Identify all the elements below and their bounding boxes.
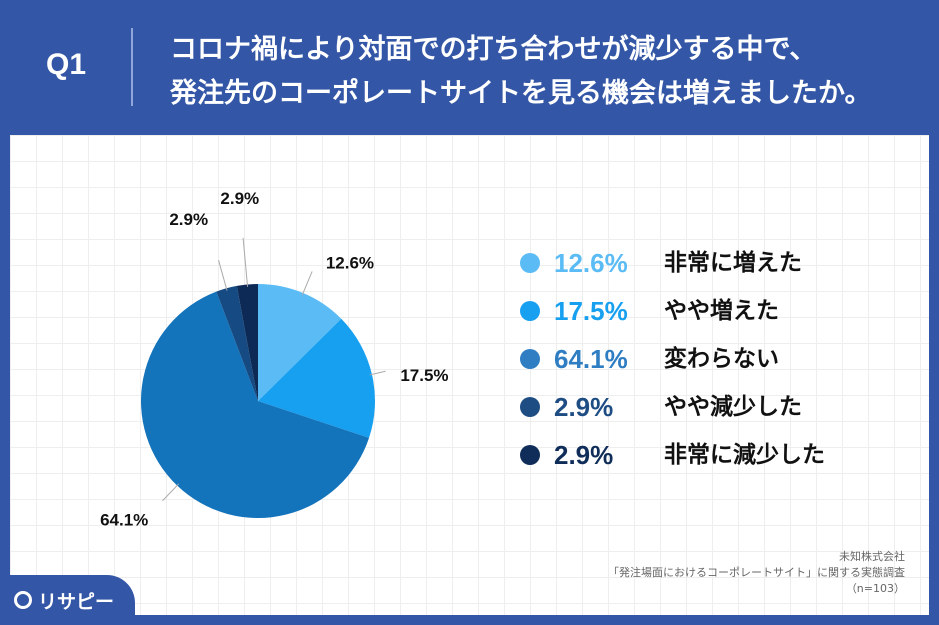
leader-line — [218, 260, 228, 291]
legend-swatch — [520, 349, 540, 369]
leader-line — [301, 271, 313, 296]
source-note: 未知株式会社 「発注場面におけるコーポレートサイト」に関する実態調査 （n=10… — [608, 549, 905, 597]
slice-label: 64.1% — [100, 510, 148, 529]
header-divider — [131, 28, 133, 106]
pie-slice — [236, 284, 258, 401]
legend-value: 2.9% — [554, 392, 614, 422]
legend-label: やや減少した — [664, 394, 802, 420]
legend-item: 12.6% 非常に増えた — [520, 245, 860, 293]
slice-label: 2.9% — [220, 189, 259, 208]
legend-swatch — [520, 445, 540, 465]
legend-value: 17.5% — [554, 296, 628, 326]
magnifier-icon — [14, 591, 32, 609]
legend-label: 非常に増えた — [664, 250, 802, 276]
source-survey: 「発注場面におけるコーポレートサイト」に関する実態調査 — [608, 566, 905, 579]
chart-panel: 12.6% 17.5% 64.1% 2.9% 2.9% 12.6% 非常に増えた 17.5%… — [10, 135, 929, 615]
legend-label: 変わらない — [664, 346, 779, 372]
leader-line — [242, 237, 249, 287]
legend-item: 64.1% 変わらない — [520, 341, 860, 389]
brand-logo: リサピー — [0, 575, 135, 625]
brand-name: リサピー — [38, 591, 115, 613]
slice-label: 17.5% — [400, 366, 448, 385]
question-title: コロナ禍により対面での打ち合わせが減少する中で、 発注先のコーポレートサイトを見… — [170, 28, 910, 116]
legend-value: 64.1% — [554, 344, 628, 374]
title-line-1: コロナ禍により対面での打ち合わせが減少する中で、 — [170, 34, 817, 65]
legend-value: 2.9% — [554, 440, 614, 470]
pie-chart: 12.6% 17.5% 64.1% 2.9% 2.9% — [100, 189, 448, 530]
leader-line — [369, 370, 386, 376]
legend-item: 17.5% やや増えた — [520, 293, 860, 341]
legend-label: 非常に減少した — [664, 442, 825, 468]
slice-label: 12.6% — [326, 254, 374, 273]
source-company: 未知株式会社 — [839, 550, 905, 563]
question-label: Q1 — [46, 48, 87, 81]
legend-swatch — [520, 301, 540, 321]
legend-label: やや増えた — [664, 298, 779, 324]
legend-item: 2.9% やや減少した — [520, 389, 860, 437]
pie-slice — [258, 318, 376, 438]
legend-swatch — [520, 397, 540, 417]
title-line-2: 発注先のコーポレートサイトを見る機会は増えましたか。 — [170, 78, 872, 109]
slice-label: 2.9% — [169, 210, 208, 229]
legend-item: 2.9% 非常に減少した — [520, 437, 860, 485]
pie-slice — [216, 285, 258, 401]
legend: 12.6% 非常に増えた 17.5% やや増えた 64.1% 変わらない 2.9% やや減少し… — [520, 245, 860, 485]
source-sample: （n=103） — [845, 582, 905, 595]
legend-value: 12.6% — [554, 248, 628, 278]
pie-slice — [141, 291, 370, 518]
leader-line — [162, 483, 180, 502]
header: Q1 コロナ禍により対面での打ち合わせが減少する中で、 発注先のコーポレートサイ… — [0, 0, 939, 135]
pie-slice — [258, 284, 342, 401]
legend-swatch — [520, 253, 540, 273]
